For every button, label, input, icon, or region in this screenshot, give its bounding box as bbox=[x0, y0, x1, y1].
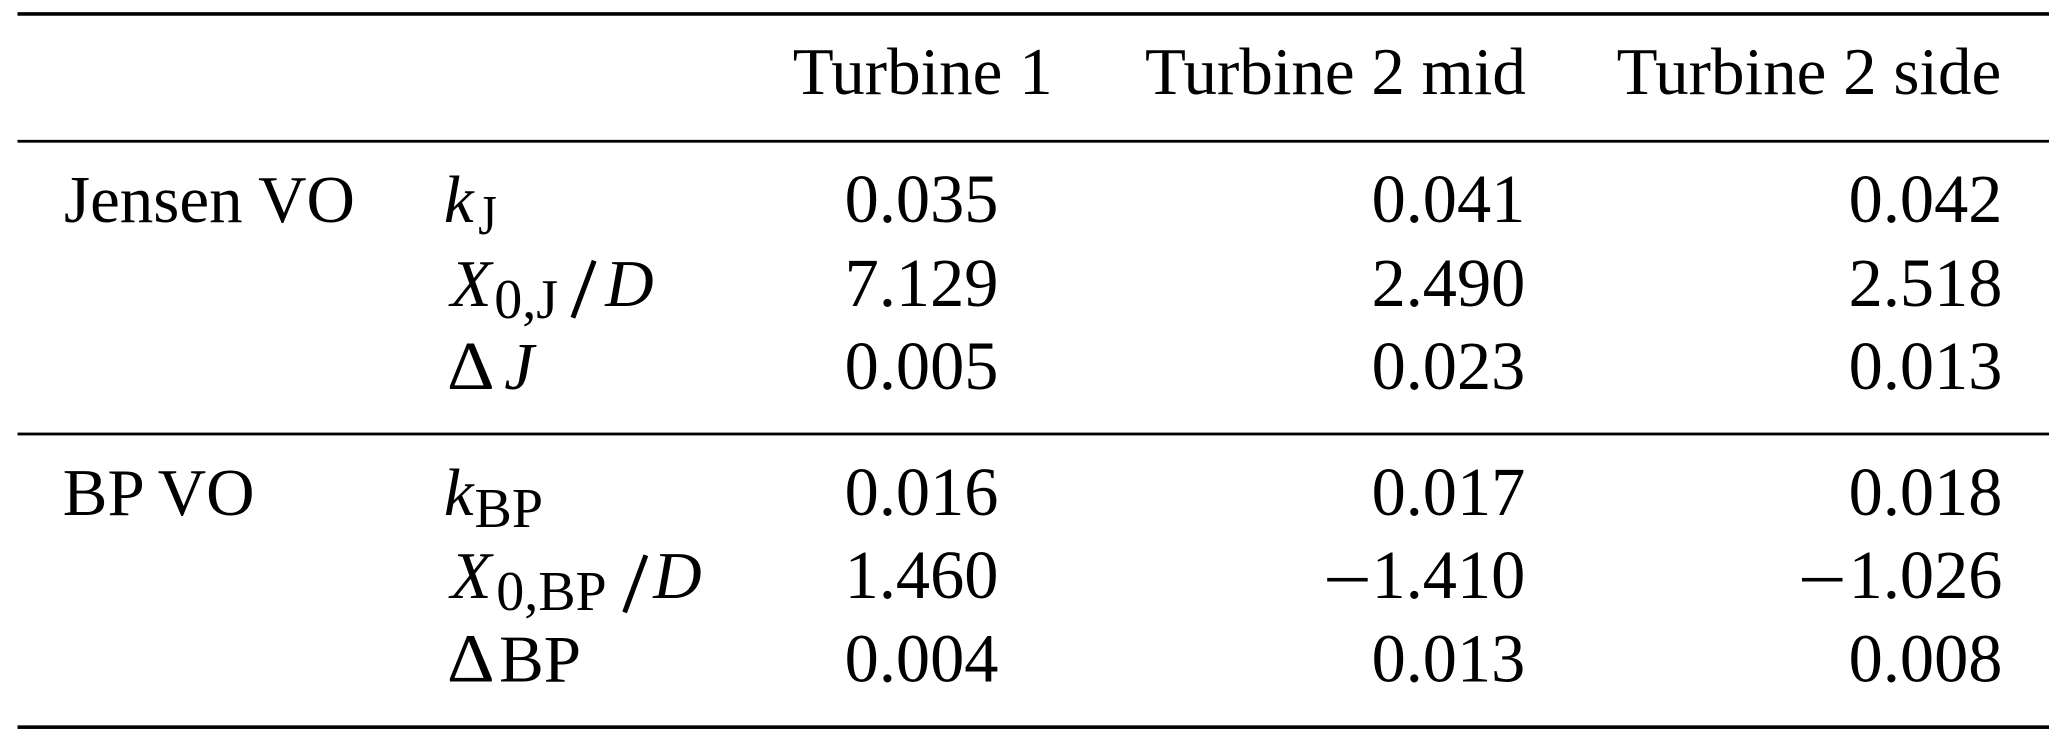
svg-text:J: J bbox=[478, 186, 497, 247]
svg-text:Turbine 2 mid: Turbine 2 mid bbox=[1145, 35, 1526, 109]
svg-text:0,J: 0,J bbox=[494, 269, 558, 331]
svg-text:0,BP: 0,BP bbox=[496, 561, 607, 623]
svg-text:BP: BP bbox=[499, 622, 581, 696]
svg-text:k: k bbox=[444, 163, 475, 237]
svg-text:BP VO: BP VO bbox=[63, 456, 255, 530]
svg-text:X: X bbox=[448, 247, 495, 321]
svg-text:D: D bbox=[604, 247, 653, 321]
svg-text:0.008: 0.008 bbox=[1849, 620, 2003, 696]
svg-text:BP: BP bbox=[475, 478, 544, 540]
svg-text:0.035: 0.035 bbox=[845, 161, 999, 237]
svg-text:0.016: 0.016 bbox=[845, 454, 999, 530]
svg-text:Turbine 1: Turbine 1 bbox=[793, 35, 1053, 109]
svg-text:0.004: 0.004 bbox=[845, 620, 999, 696]
svg-text:0.041: 0.041 bbox=[1372, 161, 1526, 237]
svg-text:0.013: 0.013 bbox=[1849, 328, 2003, 404]
svg-text:0.042: 0.042 bbox=[1849, 161, 2003, 237]
svg-text:Δ: Δ bbox=[447, 328, 495, 404]
svg-text:7.129: 7.129 bbox=[845, 245, 999, 321]
svg-text:D: D bbox=[652, 539, 701, 613]
svg-text:0.005: 0.005 bbox=[845, 328, 999, 404]
svg-text:J: J bbox=[504, 330, 537, 404]
svg-text:0.018: 0.018 bbox=[1849, 454, 2003, 530]
svg-text:0.013: 0.013 bbox=[1372, 620, 1526, 696]
svg-text:Jensen VO: Jensen VO bbox=[64, 163, 355, 237]
svg-text:Turbine 2 side: Turbine 2 side bbox=[1617, 35, 2002, 109]
svg-text:1.410: 1.410 bbox=[1372, 537, 1526, 613]
svg-text:0.017: 0.017 bbox=[1372, 454, 1526, 530]
svg-text:0.023: 0.023 bbox=[1372, 328, 1526, 404]
svg-text:Δ: Δ bbox=[447, 621, 495, 697]
svg-text:2.490: 2.490 bbox=[1372, 245, 1526, 321]
svg-text:1.026: 1.026 bbox=[1849, 537, 2003, 613]
svg-text:2.518: 2.518 bbox=[1849, 245, 2003, 321]
svg-text:k: k bbox=[444, 456, 475, 530]
svg-text:1.460: 1.460 bbox=[845, 537, 999, 613]
svg-text:X: X bbox=[448, 539, 495, 613]
